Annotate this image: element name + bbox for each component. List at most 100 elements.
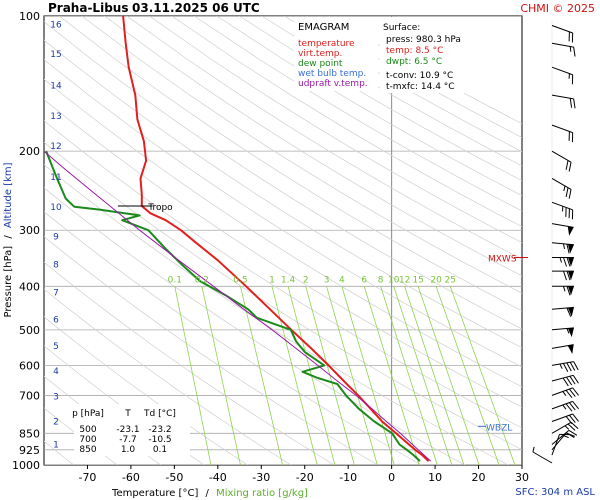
x-tick-label: -70 xyxy=(78,471,96,484)
wind-barb-staff xyxy=(551,344,574,349)
mixing-ratio-label: 12 xyxy=(399,275,410,285)
altitude-tick-label: 15 xyxy=(50,50,61,60)
wind-barb-flag xyxy=(569,361,576,371)
mixing-ratio-line xyxy=(380,286,438,465)
wind-barb-flag xyxy=(572,401,579,410)
mixing-ratio-label: 0.5 xyxy=(233,275,247,285)
wind-barb-flag xyxy=(566,307,572,317)
dry-adiabat-line xyxy=(44,99,522,408)
altitude-tick-label: 7 xyxy=(53,289,59,299)
wind-barb-staff xyxy=(532,451,553,464)
wind-barb xyxy=(551,25,574,43)
x-tick-label: -60 xyxy=(122,471,140,484)
altitude-tick-label: 13 xyxy=(50,112,61,122)
legend-temperature: temperature xyxy=(298,39,355,49)
y-tick-label: 500 xyxy=(19,324,40,337)
altitude-tick-label: 11 xyxy=(50,173,61,183)
wind-barb-flag xyxy=(571,209,574,220)
x-axis-label-mixing: Mixing ratio [g/kg] xyxy=(216,488,308,499)
wind-barb xyxy=(551,42,576,57)
table-header: Td [°C] xyxy=(143,409,176,419)
wind-barb-half-flag xyxy=(562,391,567,396)
wind-barb-flag xyxy=(568,414,576,423)
surface-box xyxy=(380,17,470,93)
wind-barb xyxy=(552,257,574,267)
wind-barb-flag xyxy=(571,33,574,43)
mixing-ratio-line xyxy=(393,286,453,465)
altitude-tick-label: 1 xyxy=(53,440,59,450)
legend-box xyxy=(294,17,378,91)
x-axis-label-temp: Temperature [°C] xyxy=(111,488,198,499)
wind-barb-flag xyxy=(565,160,569,170)
mixing-ratio-line xyxy=(404,286,465,465)
altitude-tick-label: 5 xyxy=(53,342,59,352)
wind-barb-pennant xyxy=(567,226,574,236)
mixing-ratio-line xyxy=(417,286,480,465)
series-group xyxy=(44,16,432,462)
wind-barb xyxy=(551,306,574,317)
mixing-ratio-line xyxy=(271,286,318,465)
y-tick-label: 1000 xyxy=(12,459,40,472)
wind-barb xyxy=(551,433,570,456)
series-line-dew-point xyxy=(45,150,421,462)
x-tick-label: -20 xyxy=(296,471,314,484)
wind-barb-flag xyxy=(562,363,569,372)
dry-adiabat-line xyxy=(44,288,292,465)
mixing-ratio-lines xyxy=(174,286,516,465)
wind-barb xyxy=(552,270,574,281)
series-line-udpraft-v-temp- xyxy=(44,150,432,462)
dry-adiabat-line xyxy=(194,16,522,212)
wind-barb-flag xyxy=(566,362,572,372)
surface-temp: temp: 8.5 °C xyxy=(386,46,443,56)
wind-barb xyxy=(551,374,579,387)
dry-adiabat-line xyxy=(81,16,522,294)
table-cell: 850 xyxy=(79,445,96,455)
mixing-ratio-label: 10 xyxy=(388,275,400,285)
altitude-tick-label: 6 xyxy=(53,316,59,326)
dry-adiabat-line xyxy=(44,187,466,465)
y-axis-label-pressure: Pressure [hPa] xyxy=(3,246,14,318)
wind-barb-flag xyxy=(572,413,579,422)
y-tick-label: 200 xyxy=(19,145,40,158)
surface-press: press: 980.3 hPa xyxy=(386,35,461,45)
wind-barb-half-flag xyxy=(559,363,563,369)
wind-barb-flag xyxy=(566,286,571,296)
mixing-ratio-label: 8 xyxy=(378,275,384,285)
wind-barb-staff xyxy=(551,387,573,396)
wind-barbs xyxy=(532,20,579,464)
wind-barb-flag xyxy=(566,257,571,267)
wind-barb-staff xyxy=(551,25,573,34)
mixing-ratio-line xyxy=(174,286,212,465)
mixing-ratio-label: 0.1 xyxy=(168,275,182,285)
wind-barb-flag xyxy=(573,361,579,371)
mixing-ratio-line xyxy=(240,286,284,465)
altitude-tick-label: 12 xyxy=(50,142,61,152)
table-header: p [hPa] xyxy=(72,409,104,419)
wind-barb-half-flag xyxy=(562,404,567,410)
chart-title-datetime: 03.11.2025 06 UTC xyxy=(132,1,260,15)
wind-barb-staff xyxy=(551,242,574,246)
dry-adiabat-line xyxy=(44,164,509,465)
svg-text:Temperature [°C] /: Temperature [°C] / Mixing ratio [g/kg] xyxy=(111,488,308,499)
altitude-tick-label: 10 xyxy=(50,203,62,213)
mixing-ratio-label: 1.4 xyxy=(281,275,296,285)
wind-barb-staff xyxy=(551,400,573,410)
wind-barb-flag xyxy=(562,377,569,387)
wind-barb-half-flag xyxy=(563,185,566,192)
wind-barb-staff xyxy=(551,177,572,190)
dry-adiabat-line xyxy=(44,120,522,429)
y-tick-label: 400 xyxy=(19,280,40,293)
mixing-ratio-label: 2 xyxy=(303,275,309,285)
values-table-bg xyxy=(74,404,190,456)
wind-barb-staff xyxy=(551,201,573,211)
wind-barb-half-flag xyxy=(569,46,572,52)
wind-barb-staff xyxy=(551,432,567,451)
x-tick-label: 0 xyxy=(388,471,395,484)
dry-adiabat-line xyxy=(44,59,522,368)
dry-adiabat-line xyxy=(44,316,248,465)
mixing-ratio-label: 1 xyxy=(269,275,275,285)
wind-barb-flag xyxy=(566,270,571,281)
dry-adiabat-line xyxy=(59,16,522,312)
wind-barb-staff xyxy=(551,306,574,310)
